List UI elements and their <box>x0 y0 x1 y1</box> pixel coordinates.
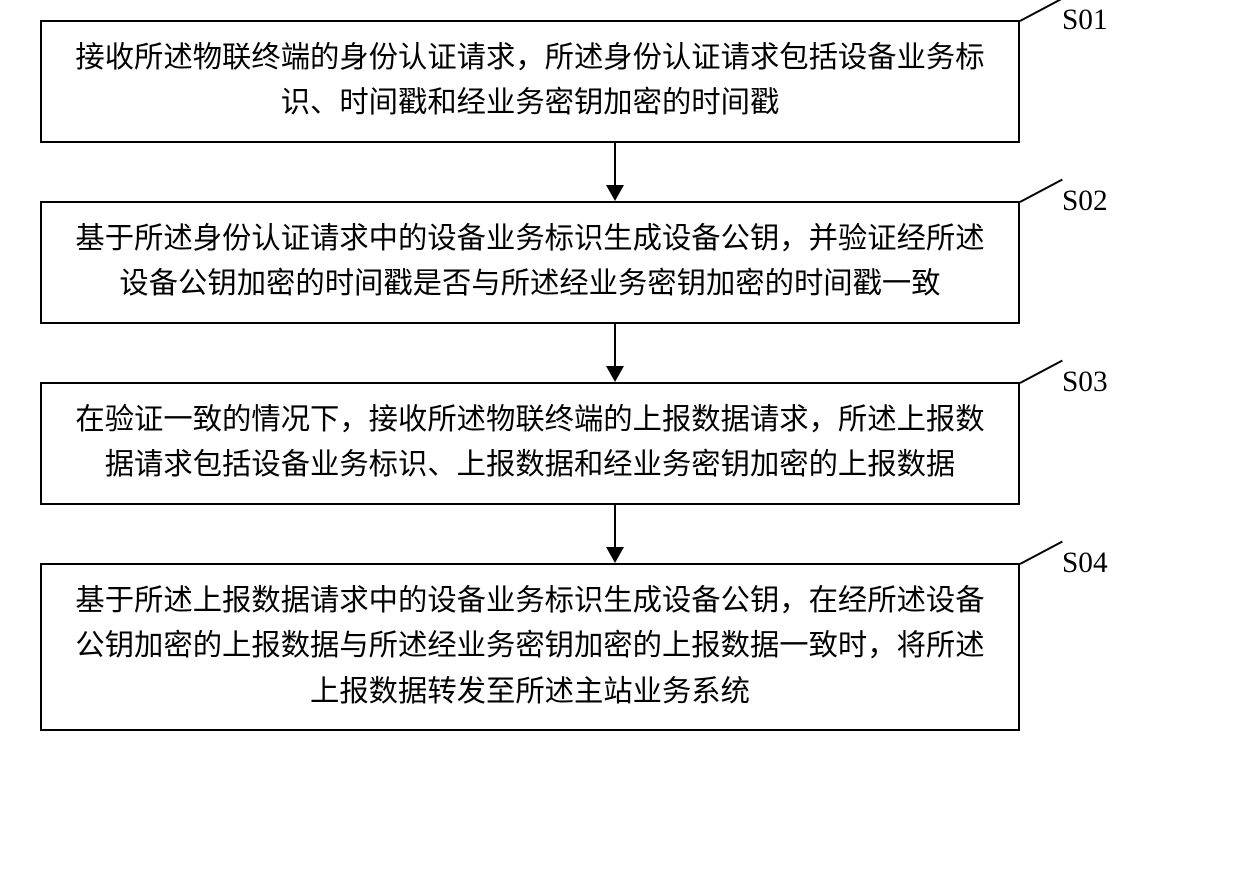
flowchart-container: 接收所述物联终端的身份认证请求，所述身份认证请求包括设备业务标识、时间戳和经业务… <box>40 20 1190 731</box>
step-row: 基于所述上报数据请求中的设备业务标识生成设备公钥，在经所述设备公钥加密的上报数据… <box>40 563 1190 731</box>
step-box-s01: 接收所述物联终端的身份认证请求，所述身份认证请求包括设备业务标识、时间戳和经业务… <box>40 20 1020 143</box>
step-label-s03: S03 <box>1062 366 1108 399</box>
arrow-head-icon <box>606 185 624 201</box>
arrow-shaft <box>614 324 616 366</box>
connector-line <box>1020 0 1063 22</box>
step-label-s01: S01 <box>1062 4 1108 37</box>
arrow-down <box>125 505 1105 563</box>
arrow-shaft <box>614 143 616 185</box>
arrow-down <box>125 143 1105 201</box>
arrow-down <box>125 324 1105 382</box>
step-row: 在验证一致的情况下，接收所述物联终端的上报数据请求，所述上报数据请求包括设备业务… <box>40 382 1190 505</box>
step-row: 基于所述身份认证请求中的设备业务标识生成设备公钥，并验证经所述设备公钥加密的时间… <box>40 201 1190 324</box>
arrow-head-icon <box>606 547 624 563</box>
arrow-head-icon <box>606 366 624 382</box>
step-label-s04: S04 <box>1062 547 1108 580</box>
step-label-s02: S02 <box>1062 185 1108 218</box>
step-row: 接收所述物联终端的身份认证请求，所述身份认证请求包括设备业务标识、时间戳和经业务… <box>40 20 1190 143</box>
step-box-s02: 基于所述身份认证请求中的设备业务标识生成设备公钥，并验证经所述设备公钥加密的时间… <box>40 201 1020 324</box>
step-box-s04: 基于所述上报数据请求中的设备业务标识生成设备公钥，在经所述设备公钥加密的上报数据… <box>40 563 1020 731</box>
arrow-shaft <box>614 505 616 547</box>
step-box-s03: 在验证一致的情况下，接收所述物联终端的上报数据请求，所述上报数据请求包括设备业务… <box>40 382 1020 505</box>
